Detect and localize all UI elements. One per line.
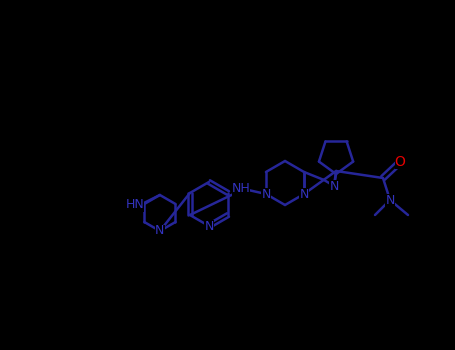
Text: N: N xyxy=(204,219,214,232)
Text: N: N xyxy=(329,180,339,193)
Text: N: N xyxy=(261,188,271,201)
Text: N: N xyxy=(299,188,309,201)
Text: NH: NH xyxy=(232,182,250,196)
Text: N: N xyxy=(155,224,165,238)
Text: N: N xyxy=(385,194,394,206)
Text: HN: HN xyxy=(126,198,144,211)
Text: O: O xyxy=(394,155,405,169)
